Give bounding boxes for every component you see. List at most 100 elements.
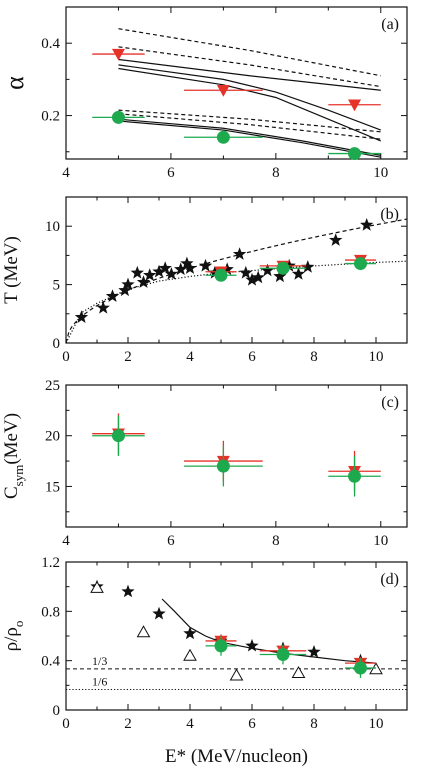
- data-point-circle: [276, 648, 290, 661]
- data-point-open-triangle: [291, 665, 306, 678]
- x-tick-label: 6: [167, 533, 175, 549]
- y-axis-label: ρ/ρo: [1, 621, 26, 652]
- x-tick-label: 8: [310, 716, 318, 732]
- data-point-star: [360, 218, 374, 231]
- model-curve: [118, 109, 381, 133]
- data-point-star: [232, 247, 247, 260]
- x-axis-label: E* (MeV/nucleon): [165, 746, 308, 767]
- model-curve: [118, 67, 381, 142]
- data-point-circle: [348, 469, 362, 483]
- x-tick-label: 10: [373, 165, 388, 181]
- y-tick-label: 0: [53, 336, 61, 352]
- data-point-circle: [216, 130, 230, 144]
- panel-b: 0 2 4 6 8 10 0 5 10 T (MeV) (b): [1, 196, 408, 365]
- plot-frame: [65, 384, 408, 528]
- y-tick-label: 5: [53, 278, 61, 294]
- reference-line-label: 1/6: [92, 674, 107, 688]
- data-point-star: [291, 267, 306, 280]
- model-curve: [118, 113, 381, 140]
- data-point-star: [158, 261, 172, 274]
- data-point-star: [130, 265, 144, 279]
- panel-label: (a): [381, 16, 399, 33]
- data-point-star: [121, 277, 135, 291]
- model-curve: [66, 218, 407, 343]
- panel-label: (c): [381, 394, 399, 411]
- y-tick-label: 15: [45, 479, 60, 495]
- data-point-star: [220, 262, 234, 276]
- panel-label: (b): [380, 206, 399, 223]
- data-point-star: [74, 310, 89, 323]
- data-point-open-triangle: [229, 668, 244, 681]
- data-point-triangle: [348, 99, 362, 112]
- data-point-star: [174, 262, 188, 276]
- x-tick-label: 8: [272, 533, 280, 549]
- data-point-open-triangle: [90, 580, 104, 593]
- model-curve: [118, 64, 381, 131]
- data-point-star: [245, 272, 259, 286]
- data-point-star: [183, 261, 197, 274]
- data-point-circle: [276, 261, 290, 275]
- y-tick-label: 0.4: [41, 36, 60, 52]
- x-tick-label: 10: [373, 533, 388, 549]
- data-point-star: [260, 263, 275, 277]
- data-point-star: [329, 233, 343, 246]
- x-tick-label: 6: [248, 716, 256, 732]
- data-point-star: [143, 268, 157, 281]
- x-tick-label: 8: [310, 349, 318, 365]
- data-point-star: [180, 256, 194, 270]
- data-point-star: [245, 638, 259, 652]
- panel-d: 0 2 4 6 8 10 0 0.4 0.8 1.2 ρ/ρo E* (MeV/nucleon) (d)…: [1, 555, 408, 767]
- y-tick-label: 0.8: [41, 604, 60, 620]
- x-tick-label: 4: [186, 349, 194, 365]
- data-point-star: [152, 606, 166, 620]
- y-tick-label: 0.4: [41, 654, 60, 670]
- model-curve: [118, 118, 381, 156]
- data-point-star: [118, 283, 132, 297]
- y-tick-label: 25: [45, 378, 60, 394]
- data-point-star: [301, 260, 315, 273]
- data-point-star: [307, 645, 321, 658]
- data-point-star: [198, 258, 213, 272]
- x-tick-label: 2: [124, 716, 132, 732]
- data-point-star: [273, 269, 287, 283]
- panel-a: 4 6 8 10 0.2 0.4 α (a): [0, 6, 408, 181]
- plot-frame: [65, 6, 408, 160]
- x-tick-label: 0: [62, 716, 70, 732]
- x-tick-label: 10: [369, 349, 384, 365]
- data-point-star: [152, 264, 166, 278]
- y-axis-label: Csym(MeV): [1, 413, 26, 499]
- data-point-star: [251, 270, 265, 284]
- data-point-star: [121, 584, 135, 598]
- data-point-star: [164, 267, 179, 280]
- panel-label: (d): [380, 571, 399, 588]
- data-point-star: [282, 258, 296, 272]
- model-curve: [118, 28, 381, 77]
- data-point-circle: [214, 268, 228, 282]
- data-point-circle: [216, 459, 230, 473]
- y-tick-label: 1.2: [41, 555, 60, 571]
- data-point-star: [136, 275, 151, 288]
- model-curve: [118, 58, 381, 91]
- y-tick-label: 20: [45, 429, 60, 445]
- data-point-open-triangle: [183, 648, 197, 661]
- data-point-circle: [214, 639, 228, 653]
- x-tick-label: 10: [369, 716, 384, 732]
- data-point-star: [183, 626, 197, 640]
- x-tick-label: 4: [186, 716, 194, 732]
- data-point-star: [96, 300, 110, 314]
- data-point-triangle: [216, 85, 230, 97]
- model-curve: [118, 120, 381, 158]
- x-tick-label: 4: [62, 533, 70, 549]
- data-point-circle: [348, 147, 362, 161]
- data-point-circle: [111, 429, 125, 443]
- y-axis-label: T (MeV): [1, 236, 22, 304]
- plot-frame: [65, 561, 408, 711]
- y-tick-label: 0.2: [41, 109, 60, 125]
- plot-frame: [65, 196, 408, 344]
- model-curve: [161, 598, 377, 664]
- reference-line-label: 1/3: [92, 654, 107, 668]
- x-tick-label: 6: [167, 165, 175, 181]
- model-curve: [118, 46, 381, 88]
- x-tick-label: 8: [272, 165, 280, 181]
- data-point-circle: [354, 257, 367, 271]
